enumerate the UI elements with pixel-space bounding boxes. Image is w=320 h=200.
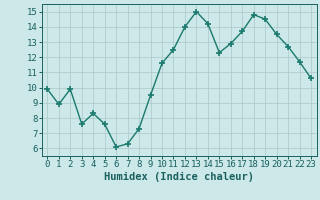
X-axis label: Humidex (Indice chaleur): Humidex (Indice chaleur) xyxy=(104,172,254,182)
